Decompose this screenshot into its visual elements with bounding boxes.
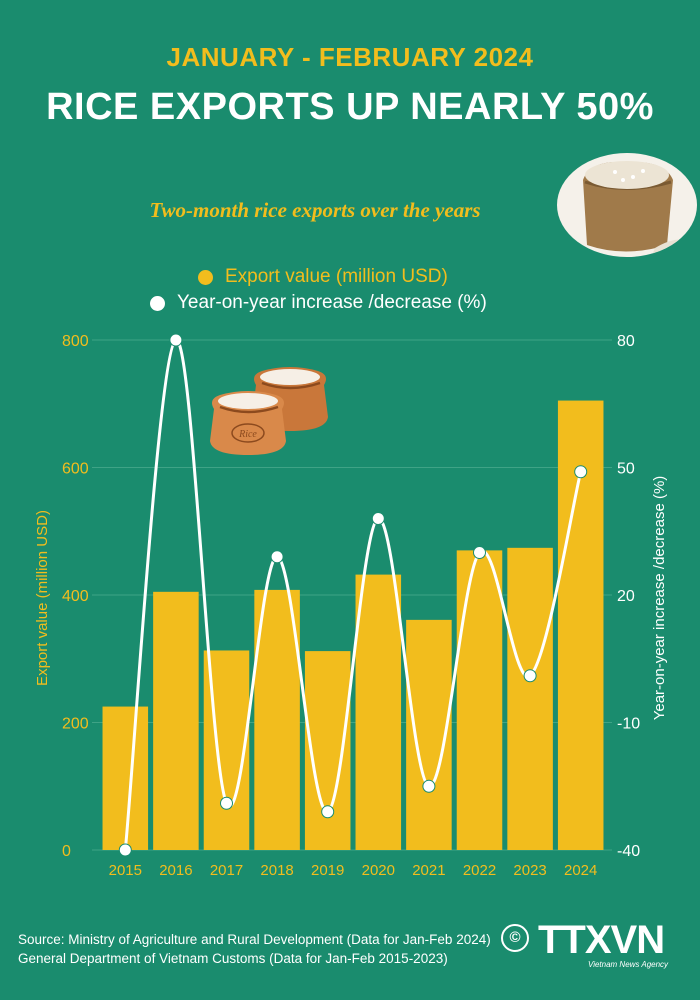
y2-tick-label: 20 [617, 588, 635, 605]
logo-subtext: Vietnam News Agency [588, 960, 669, 969]
y-tick-label: 200 [62, 716, 89, 733]
legend-swatch-line [150, 295, 165, 311]
x-tick-label: 2021 [412, 862, 445, 879]
bar-2020 [355, 574, 402, 850]
bar-2018 [254, 589, 300, 850]
page-kicker: JANUARY - FEBRUARY 2024 [166, 42, 534, 72]
x-tick-label: 2018 [260, 862, 293, 879]
copyright-icon: © [501, 924, 529, 952]
line-point-2015 [118, 843, 132, 857]
page-title: RICE EXPORTS UP NEARLY 50% [46, 86, 654, 128]
line-point-2024 [574, 465, 588, 479]
y-tick-label: 800 [62, 333, 89, 350]
y-tick-label: 600 [62, 461, 89, 478]
bar-2022 [456, 550, 503, 850]
x-tick-label: 2024 [564, 862, 597, 879]
source-line-1: Source: Ministry of Agriculture and Rura… [18, 932, 491, 947]
line-point-2017 [220, 796, 233, 810]
legend-label-line: Year-on-year increase /decrease (%) [177, 292, 487, 313]
x-tick-label: 2019 [311, 862, 344, 879]
legend-item-export-value: Export value (million USD) [198, 266, 448, 288]
y-tick-label: 400 [62, 588, 89, 605]
line-point-2018 [270, 550, 284, 564]
chart-subtitle: Two-month rice exports over the years [149, 198, 481, 222]
line-point-2023 [523, 669, 537, 683]
y-axis-label: Export value (million USD) [34, 510, 51, 686]
source-note: Source: Ministry of Agriculture and Rura… [18, 930, 491, 968]
rice-sacks-icon: Rice [210, 367, 328, 455]
legend-item-yoy-change: Year-on-year increase /decrease (%) [150, 292, 487, 314]
line-point-2021 [422, 779, 436, 793]
x-tick-label: 2020 [362, 862, 395, 879]
ttxvn-logo: TTXVN [538, 918, 665, 962]
x-tick-label: 2022 [463, 862, 496, 879]
rice-sack-photo-icon [557, 153, 697, 257]
bar-2016 [153, 591, 199, 850]
line-point-2022 [473, 546, 486, 559]
y2-tick-label: 80 [617, 333, 635, 350]
line-point-2019 [321, 805, 335, 819]
legend-swatch-bar [198, 269, 213, 285]
sack-label: Rice [238, 429, 257, 440]
y2-tick-label: 50 [617, 461, 635, 478]
y2-axis-label: Year-on-year increase /decrease (%) [651, 476, 668, 721]
line-point-2020 [371, 512, 385, 525]
x-tick-label: 2016 [159, 862, 192, 879]
line-point-2016 [169, 333, 183, 347]
y2-tick-label: -40 [617, 843, 640, 860]
y2-tick-label: -10 [617, 716, 640, 733]
y-tick-label: 0 [62, 843, 71, 860]
source-line-2: General Department of Vietnam Customs (D… [18, 951, 448, 966]
x-tick-label: 2015 [109, 862, 142, 879]
legend-label-bar: Export value (million USD) [225, 266, 448, 287]
x-tick-label: 2017 [210, 862, 243, 879]
bar-2023 [507, 547, 553, 850]
x-tick-label: 2023 [513, 862, 546, 879]
bar-2015 [102, 706, 149, 850]
